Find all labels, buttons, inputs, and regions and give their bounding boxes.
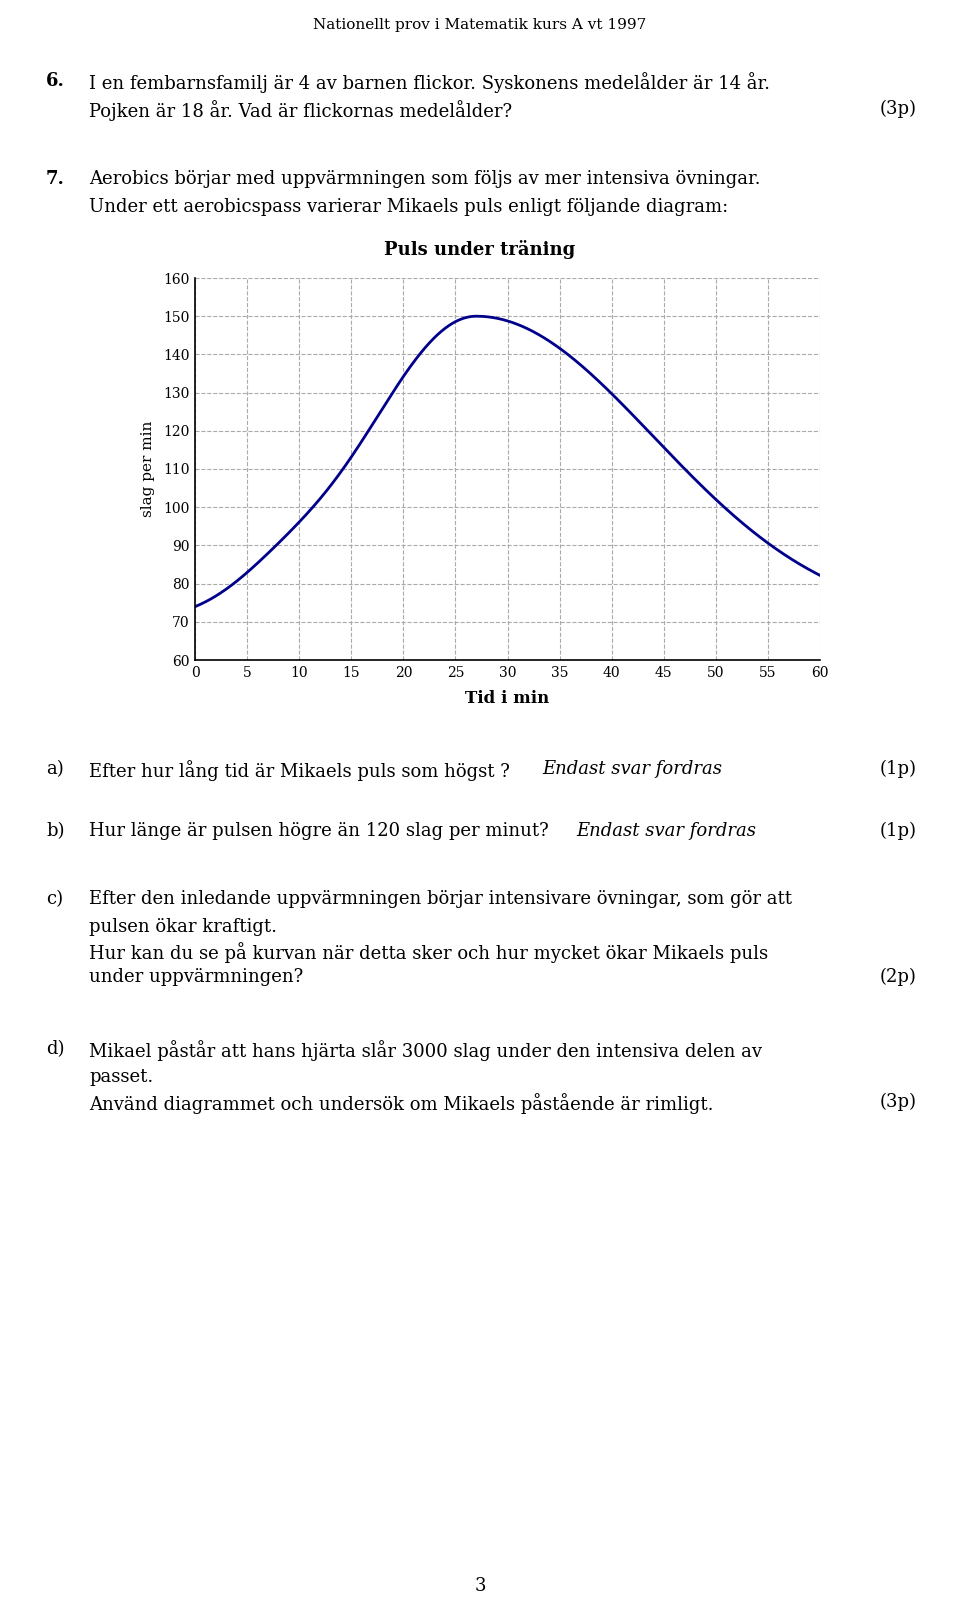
Text: Puls under träning: Puls under träning [384, 240, 576, 259]
Text: Efter den inledande uppvärmningen börjar intensivare övningar, som gör att: Efter den inledande uppvärmningen börjar… [89, 889, 792, 907]
Text: Hur länge är pulsen högre än 120 slag per minut?: Hur länge är pulsen högre än 120 slag pe… [89, 821, 549, 841]
Text: (3p): (3p) [879, 1094, 917, 1111]
Text: 6.: 6. [46, 71, 65, 91]
Text: d): d) [46, 1040, 64, 1058]
Text: under uppvärmningen?: under uppvärmningen? [89, 969, 303, 987]
Text: Hur kan du se på kurvan när detta sker och hur mycket ökar Mikaels puls: Hur kan du se på kurvan när detta sker o… [89, 941, 768, 962]
Text: pulsen ökar kraftigt.: pulsen ökar kraftigt. [89, 919, 277, 936]
Text: Använd diagrammet och undersök om Mikaels påstående är rimligt.: Använd diagrammet och undersök om Mikael… [89, 1094, 714, 1115]
Text: Efter hur lång tid är Mikaels puls som högst ?: Efter hur lång tid är Mikaels puls som h… [89, 760, 510, 781]
Text: b): b) [46, 821, 64, 841]
Text: Nationellt prov i Matematik kurs A vt 1997: Nationellt prov i Matematik kurs A vt 19… [313, 18, 647, 32]
Text: passet.: passet. [89, 1068, 154, 1085]
Text: (1p): (1p) [879, 821, 917, 841]
Text: (2p): (2p) [880, 969, 917, 987]
Text: 7.: 7. [46, 170, 65, 188]
Text: c): c) [46, 889, 63, 907]
Text: a): a) [46, 760, 63, 778]
Text: Tid i min: Tid i min [466, 690, 550, 706]
Text: Endast svar fordras: Endast svar fordras [576, 821, 756, 841]
Text: Aerobics börjar med uppvärmningen som följs av mer intensiva övningar.: Aerobics börjar med uppvärmningen som fö… [89, 170, 760, 188]
Text: (1p): (1p) [879, 760, 917, 778]
Text: I en fembarnsfamilj är 4 av barnen flickor. Syskonens medelålder är 14 år.: I en fembarnsfamilj är 4 av barnen flick… [89, 71, 770, 92]
Text: (3p): (3p) [879, 100, 917, 118]
Text: Pojken är 18 år. Vad är flickornas medelålder?: Pojken är 18 år. Vad är flickornas medel… [89, 100, 513, 122]
Text: Under ett aerobicspass varierar Mikaels puls enligt följande diagram:: Under ett aerobicspass varierar Mikaels … [89, 198, 729, 215]
Text: Mikael påstår att hans hjärta slår 3000 slag under den intensiva delen av: Mikael påstår att hans hjärta slår 3000 … [89, 1040, 762, 1061]
Text: 3: 3 [474, 1576, 486, 1596]
Text: Endast svar fordras: Endast svar fordras [542, 760, 722, 778]
Y-axis label: slag per min: slag per min [140, 421, 155, 517]
